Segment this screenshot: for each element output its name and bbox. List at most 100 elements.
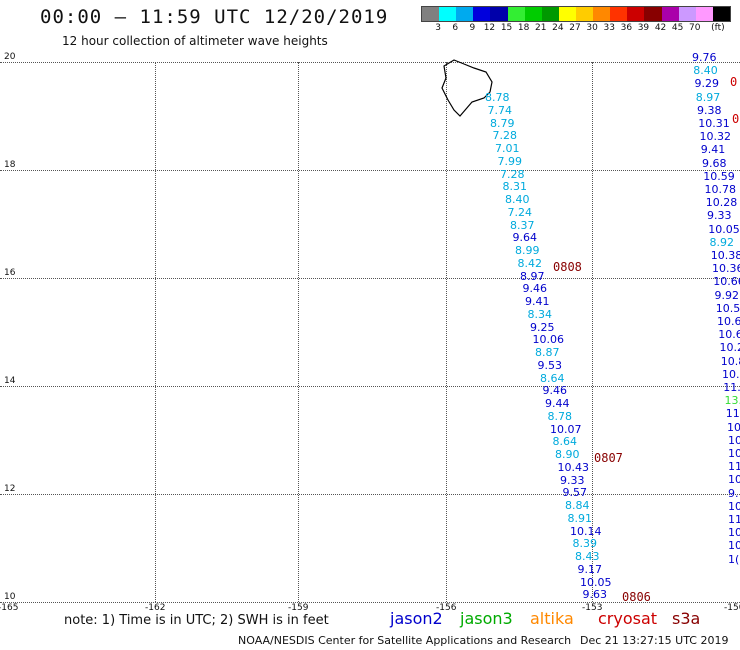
wave-height-value: 10.14 — [570, 524, 602, 538]
wave-height-value: 8.37 — [510, 218, 535, 232]
latitude-gridline — [0, 62, 740, 63]
wave-height-value: 10.38 — [710, 249, 740, 262]
wave-height-value: 11.4 — [725, 407, 740, 421]
latitude-label: 10 — [4, 592, 16, 602]
satellite-s3a: s3a — [672, 609, 701, 628]
wave-height-value: 13.0 — [724, 394, 740, 408]
wave-height-value: 10. — [728, 499, 740, 513]
wave-height-value: 9.33 — [560, 473, 585, 487]
wave-height-value: 7.28 — [492, 129, 518, 143]
wave-height-value: 10.4 — [728, 447, 740, 460]
wave-height-value: 10.83 — [720, 354, 740, 368]
legend-swatch — [422, 7, 440, 21]
longitude-gridline — [592, 62, 593, 602]
wave-height-value: 9.57 — [562, 486, 588, 500]
wave-height-value: 9.76 — [692, 51, 717, 64]
wave-height-value: 8.40 — [505, 193, 530, 206]
legend-label: (ft) — [711, 23, 725, 33]
wave-height-value: 10.28 — [705, 196, 738, 210]
wave-height-value: 11.1 — [723, 381, 740, 394]
legend-swatch — [712, 7, 730, 21]
wave-height-value: 9.46 — [522, 282, 548, 296]
satellite-jason2: jason2 — [390, 609, 443, 628]
wave-height-value: 11. — [728, 513, 740, 526]
wave-height-value: 10.06 — [532, 333, 565, 347]
wave-height-value: 8.87 — [535, 346, 560, 359]
wave-height-value: 10. — [728, 526, 740, 540]
latitude-label: 20 — [4, 52, 16, 62]
wave-height-value: 10.66 — [713, 275, 740, 289]
latitude-gridline — [0, 278, 740, 279]
legend-label: 15 — [500, 23, 513, 33]
hawaii-island-outline — [441, 59, 493, 117]
wave-height-value: 7.28 — [500, 167, 525, 181]
legend-label: 39 — [637, 23, 650, 33]
legend-swatch — [661, 7, 679, 21]
wave-height-value: 8.99 — [515, 244, 540, 257]
pass-time-label: 0808 — [553, 260, 582, 274]
wave-height-value: 8.91 — [567, 511, 593, 525]
legend-label: 9 — [469, 23, 476, 33]
wave-height-value: 10.7 — [727, 420, 740, 434]
wave-height-value: 9.41 — [525, 295, 550, 308]
longitude-label: -156 — [436, 603, 457, 613]
wave-height-value: 1( — [728, 552, 740, 566]
wave-height-value: 10.24 — [719, 341, 740, 355]
wave-height-value: 9.25 — [530, 320, 555, 334]
longitude-gridline — [155, 62, 156, 602]
longitude-label: -153 — [582, 603, 603, 613]
wave-height-value: 8.84 — [565, 499, 590, 512]
wave-height-value: 7.01 — [495, 142, 520, 155]
legend-swatch — [593, 7, 611, 21]
legend-swatch — [610, 7, 628, 21]
legend-label: 70 — [689, 23, 701, 33]
wave-height-value: 10.32 — [699, 130, 732, 144]
wave-height-value: 10.59 — [703, 169, 735, 183]
wave-height-value: 10.43 — [557, 460, 590, 474]
legend-swatch — [678, 7, 696, 21]
wave-height-value: 10.31 — [698, 117, 730, 130]
legend-swatch — [695, 7, 713, 21]
wave-height-value: 9.53 — [537, 358, 563, 372]
wave-height-value: 8.92 — [709, 235, 735, 249]
wave-height-value: 9.64 — [512, 231, 538, 245]
wave-height-value: 8.64 — [540, 371, 565, 385]
credit-line: NOAA/NESDIS Center for Satellite Applica… — [238, 634, 572, 647]
wave-height-value: 8.40 — [693, 64, 718, 78]
wave-height-value: 7.74 — [487, 103, 513, 117]
color-legend-labels: 3 6 9 12 15 18 21 24 27 30 33 36 39 42 45 70 (ft) — [421, 23, 740, 35]
legend-swatch — [507, 7, 525, 21]
wave-height-value: 8.78 — [485, 91, 510, 104]
wave-height-value: 8.43 — [575, 550, 600, 563]
pass-time-label: 0806 — [622, 590, 651, 604]
wave-height-value: 9.68 — [702, 156, 727, 170]
wave-height-value: 7.99 — [497, 154, 523, 168]
color-legend — [421, 6, 731, 22]
latitude-gridline — [0, 602, 740, 603]
legend-label: 30 — [586, 23, 598, 33]
wave-height-value: 8.90 — [555, 448, 580, 461]
wave-height-value: 10.05 — [708, 222, 740, 236]
wave-height-value: 10. — [728, 539, 740, 553]
legend-swatch — [439, 7, 457, 21]
wave-height-value: 8.97 — [520, 269, 545, 283]
legend-label: 36 — [620, 23, 633, 33]
wave-height-value: 10.78 — [704, 183, 737, 196]
latitude-label: 18 — [4, 160, 16, 170]
longitude-gridline — [298, 62, 299, 602]
legend-swatch — [456, 7, 474, 21]
legend-label: 45 — [671, 23, 684, 33]
longitude-gridline — [446, 62, 447, 602]
wave-height-value: 9.41 — [700, 143, 726, 157]
wave-height-value: 9.46 — [542, 384, 568, 398]
legend-label: 21 — [535, 23, 547, 33]
wave-height-value: 10.51 — [715, 301, 740, 315]
legend-label: 33 — [603, 23, 615, 33]
wave-height-value: 10.68 — [718, 328, 740, 342]
satellite-altika: altika — [530, 609, 574, 628]
generation-timestamp: Dec 21 13:27:15 UTC 2019 — [580, 634, 729, 647]
satellite-jason3: jason3 — [460, 609, 513, 628]
wave-height-value: 10.36 — [712, 262, 740, 276]
wave-height-value: 11. — [728, 460, 740, 474]
wave-height-value: 10.9 — [722, 367, 740, 381]
